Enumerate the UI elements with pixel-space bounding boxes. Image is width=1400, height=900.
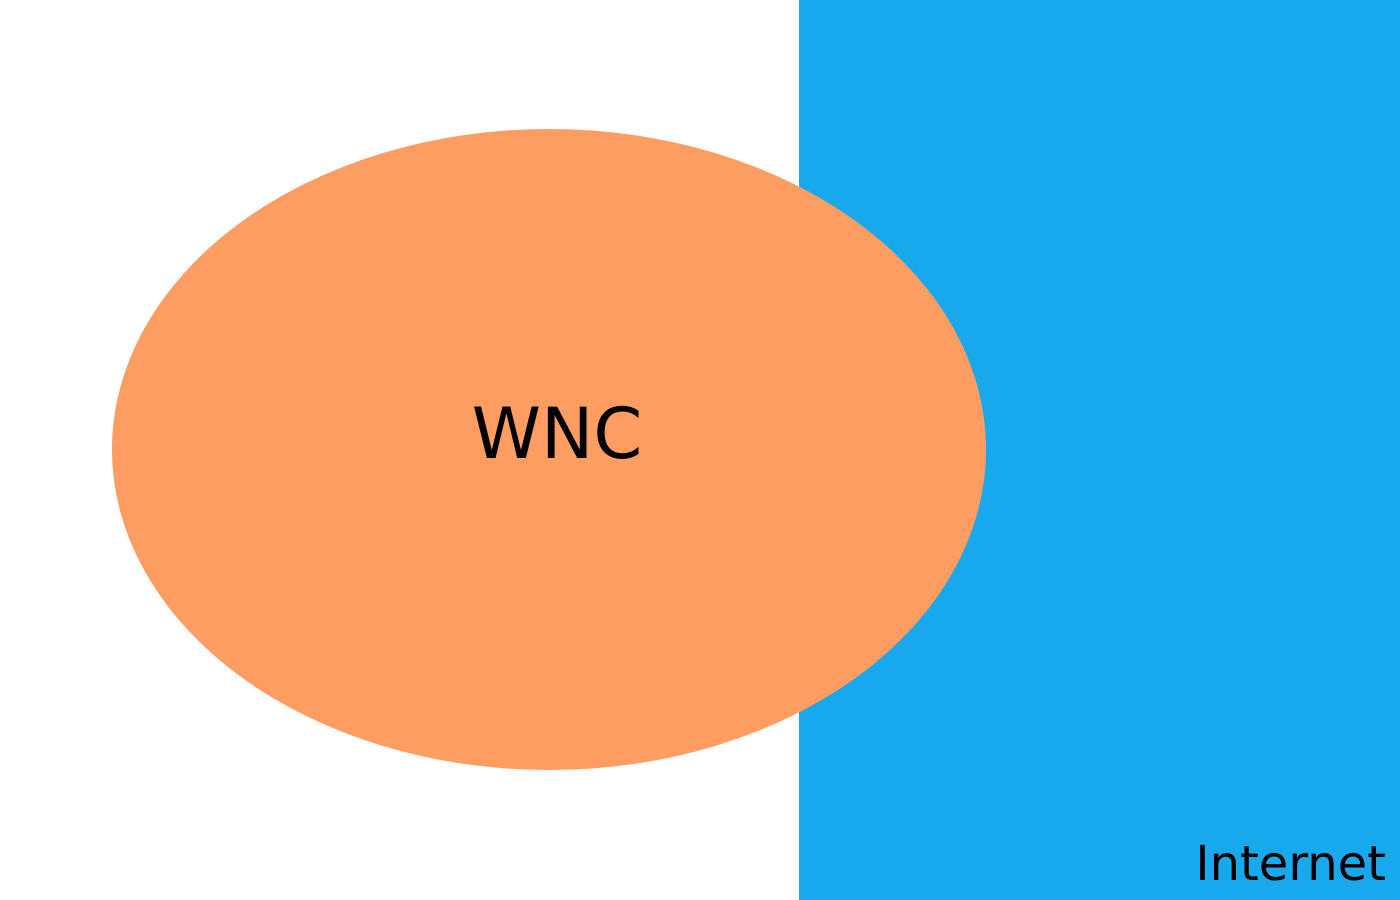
wnc-label: WNC: [471, 393, 643, 475]
wnc-region: WNC: [112, 129, 986, 770]
internet-label: Internet: [1195, 836, 1386, 892]
